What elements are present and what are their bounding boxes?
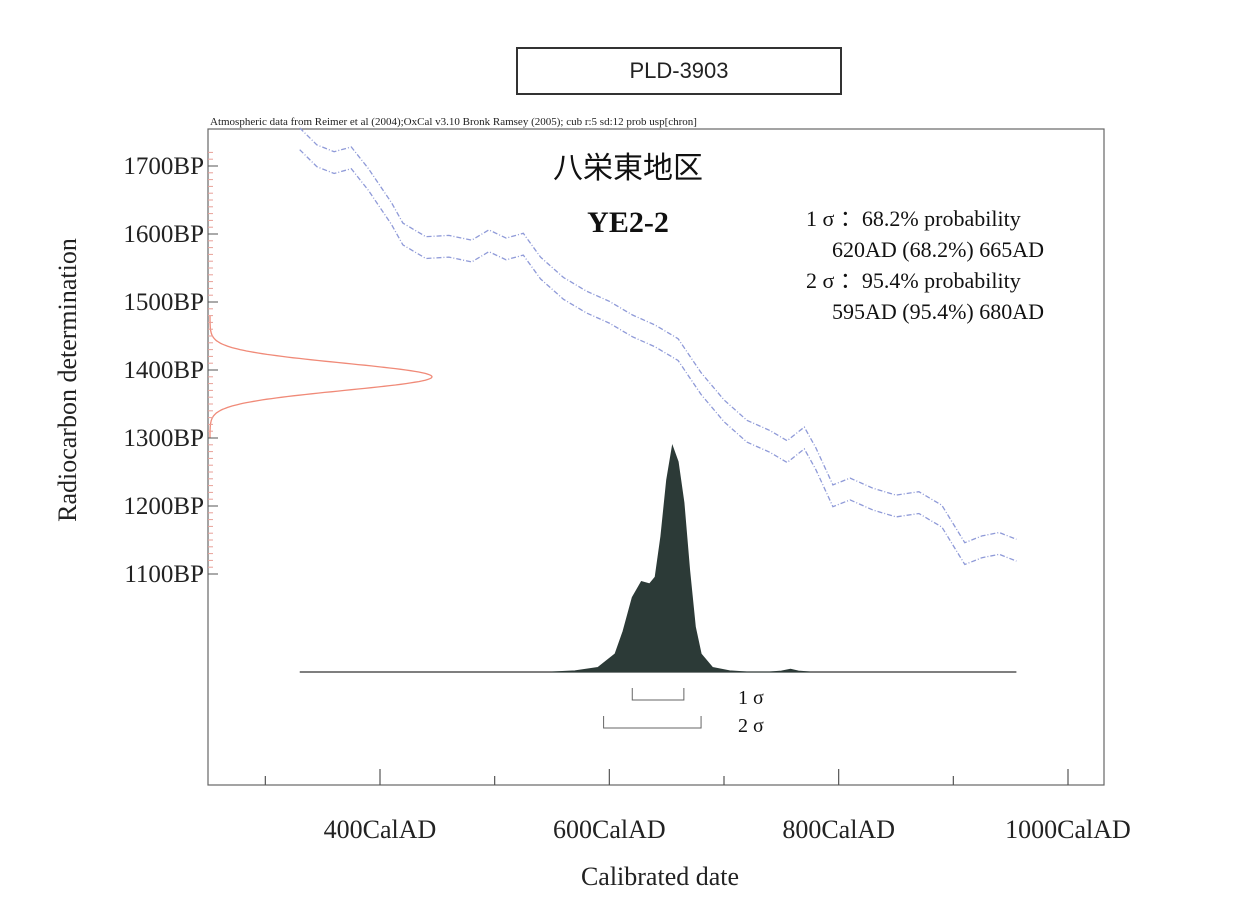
calibration-curve-upper [299, 127, 1017, 544]
y-tick-label: 1300BP [123, 425, 204, 452]
sample-id-box: PLD-3903 [516, 47, 842, 95]
y-tick-label: 1600BP [123, 221, 204, 248]
y-tick-label: 1500BP [123, 289, 204, 316]
range-bracket-1 [631, 688, 685, 701]
x-tick-label: 1000CalAD [1005, 815, 1131, 844]
calibration-curve-group [299, 127, 1017, 566]
x-axis-ticks: 400CalAD 600CalAD 800CalAD 1000CalAD [264, 769, 1131, 844]
range-bracket-2 [603, 716, 702, 729]
x-tick-label: 400CalAD [324, 815, 437, 844]
y-tick-label: 1400BP [123, 357, 204, 384]
calibrated-probability-area [551, 444, 811, 673]
sigma1-range: 620AD (68.2%) 665AD [832, 237, 1044, 262]
y-tick-label: 1200BP [123, 493, 204, 520]
plot-frame [207, 128, 1105, 786]
y-tick-label: 1700BP [123, 153, 204, 180]
site-name: 八栄東地区 [553, 151, 703, 186]
calibration-curve-lower [299, 149, 1017, 566]
x-tick-label: 600CalAD [553, 815, 666, 844]
measurement-group [209, 315, 433, 438]
source-note: Atmospheric data from Reimer et al (2004… [210, 116, 697, 128]
range-label-1: 1 σ [738, 687, 764, 709]
range-label-2: 2 σ [738, 715, 764, 737]
probability-distribution-group [299, 444, 1017, 673]
sigma1-title: 1 σ ：68.2% probability [806, 206, 1021, 231]
sigma2-title: 2 σ ：95.4% probability [806, 268, 1021, 293]
measurement-probability-curve [209, 315, 433, 438]
sample-id-label: PLD-3903 [629, 58, 729, 83]
y-axis-label: Radiocarbon determination [53, 238, 82, 522]
x-axis-label: Calibrated date [581, 862, 739, 891]
y-axis-ticks: 1700BP 1600BP 1500BP 1400BP 1300BP 1200BP 1100… [123, 151, 218, 588]
y-tick-label: 1100BP [124, 561, 204, 588]
x-tick-label: 800CalAD [782, 815, 895, 844]
sigma2-range: 595AD (95.4%) 680AD [832, 299, 1044, 324]
sample-name: YE2-2 [587, 206, 669, 239]
range-brackets-group: 1 σ2 σ [603, 687, 764, 737]
